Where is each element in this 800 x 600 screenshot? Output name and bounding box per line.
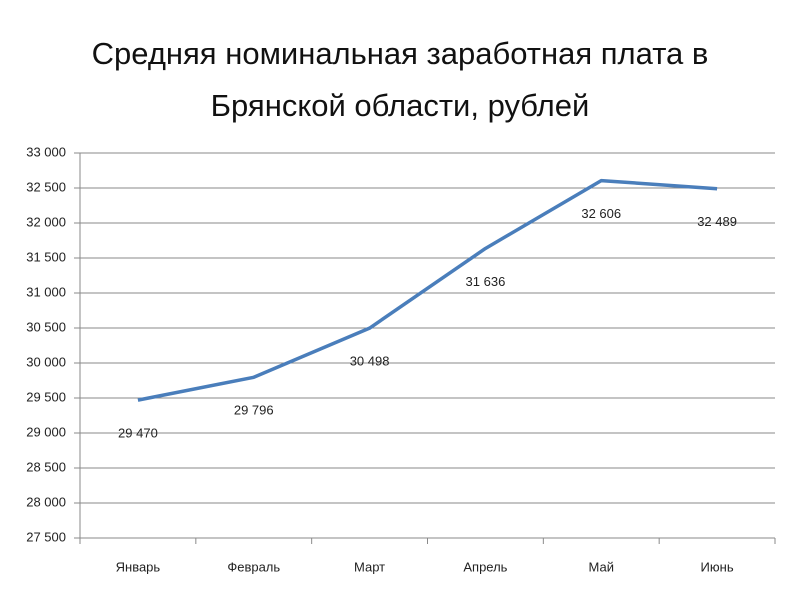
data-label: 32 606 [581, 206, 621, 221]
data-line [137, 178, 718, 402]
y-tick-label: 30 000 [26, 354, 66, 369]
y-tick-label: 27 500 [26, 529, 66, 544]
x-tick-label: Апрель [463, 559, 507, 574]
data-label: 29 470 [118, 426, 158, 441]
x-tick-label: Июнь [701, 559, 734, 574]
x-tick-label: Февраль [227, 559, 280, 574]
y-tick-label: 31 000 [26, 284, 66, 299]
data-label: 29 796 [234, 403, 274, 418]
x-tick-label: Январь [116, 559, 161, 574]
y-tick-label: 29 000 [26, 424, 66, 439]
x-tick-label: Март [354, 559, 385, 574]
y-tick-label: 32 000 [26, 214, 66, 229]
data-label: 30 498 [350, 354, 390, 369]
chart-title: Средняя номинальная заработная плата в Б… [91, 36, 709, 123]
y-tick-label: 32 500 [26, 179, 66, 194]
y-tick-label: 28 500 [26, 459, 66, 474]
data-label: 32 489 [697, 214, 737, 229]
y-tick-label: 31 500 [26, 249, 66, 264]
y-tick-label: 29 500 [26, 389, 66, 404]
data-label: 31 636 [466, 274, 506, 289]
y-tick-label: 30 500 [26, 319, 66, 334]
x-tick-label: Май [589, 559, 614, 574]
y-tick-label: 28 000 [26, 494, 66, 509]
y-tick-label: 33 000 [26, 144, 66, 159]
